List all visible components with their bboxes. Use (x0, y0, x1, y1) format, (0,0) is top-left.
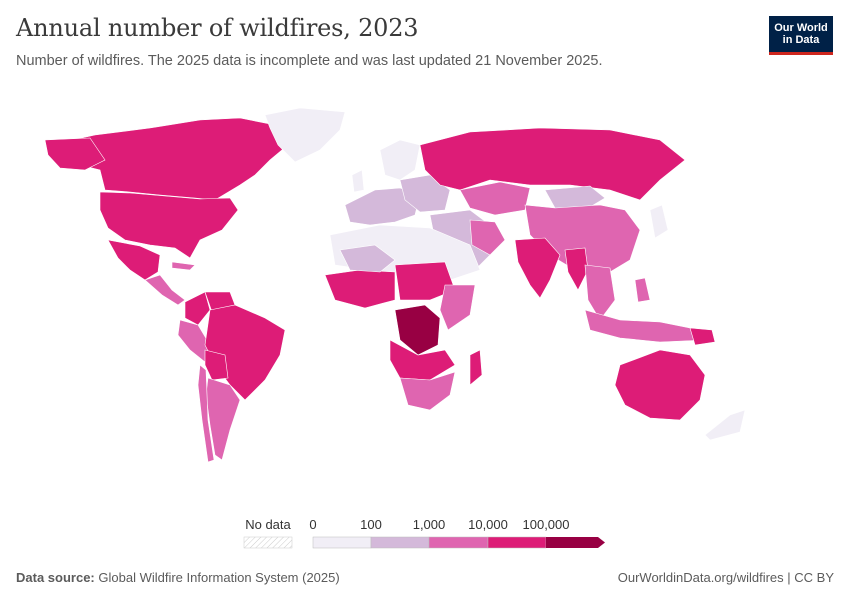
data-source: Data source: Global Wildfire Information… (16, 570, 340, 585)
source-url-link[interactable]: OurWorldinData.org/wildfires | CC BY (617, 570, 834, 585)
country-bolivia[interactable] (204, 349, 229, 381)
country-west-africa[interactable] (324, 269, 396, 309)
country-russia[interactable] (419, 127, 686, 201)
legend-tick-1: 100 (360, 517, 382, 532)
country-drc[interactable] (394, 304, 441, 356)
country-central-africa[interactable] (394, 261, 456, 301)
country-colombia[interactable] (184, 291, 211, 326)
country-angola-zambia[interactable] (389, 339, 456, 381)
legend-tick-4: 100,000 (523, 517, 570, 532)
logo-line-1: Our World (774, 22, 828, 34)
country-sahel[interactable] (339, 244, 396, 273)
chart-subtitle: Number of wildfires. The 2025 data is in… (16, 53, 603, 69)
data-source-text: Global Wildfire Information System (2025… (98, 570, 340, 585)
legend-bin-4 (546, 537, 605, 548)
owid-logo[interactable]: Our World in Data (769, 16, 833, 55)
country-myanmar[interactable] (564, 247, 589, 291)
country-mongolia[interactable] (544, 185, 606, 211)
legend-tick-2: 1,000 (413, 517, 446, 532)
legend-no-data-label: No data (245, 517, 291, 532)
legend-tick-0: 0 (309, 517, 316, 532)
legend-tick-3: 10,000 (468, 517, 508, 532)
country-papua-new-guinea[interactable] (689, 327, 716, 346)
legend-bin-1 (370, 536, 430, 549)
country-united-states[interactable] (99, 191, 239, 259)
map-legend: No data 0 100 1,000 10,000 100,000 (243, 517, 605, 549)
legend-no-data-swatch (243, 536, 293, 549)
legend-bin-0 (312, 536, 372, 549)
country-canada[interactable] (49, 117, 301, 201)
country-alaska[interactable] (44, 137, 106, 171)
data-source-label: Data source: (16, 570, 95, 585)
country-new-zealand[interactable] (704, 409, 746, 441)
legend-bin-3 (487, 536, 547, 549)
country-east-africa[interactable] (439, 284, 476, 331)
country-central-america[interactable] (144, 274, 186, 306)
country-mexico[interactable] (107, 239, 161, 281)
country-japan[interactable] (649, 204, 669, 239)
country-cuba[interactable] (171, 261, 196, 271)
country-uk[interactable] (351, 169, 365, 193)
country-australia[interactable] (614, 349, 706, 421)
legend-bin-2 (428, 536, 489, 549)
logo-line-2: in Data (782, 34, 820, 46)
country-chile[interactable] (197, 364, 215, 463)
country-iran[interactable] (469, 219, 506, 256)
country-greenland[interactable] (264, 107, 346, 163)
world-map[interactable] (0, 100, 850, 510)
country-southern-africa[interactable] (399, 371, 456, 411)
country-kazakhstan[interactable] (459, 181, 531, 216)
chart-title: Annual number of wildfires, 2023 (16, 14, 419, 42)
country-madagascar[interactable] (469, 349, 483, 386)
country-scandinavia[interactable] (379, 139, 421, 181)
country-india[interactable] (514, 237, 561, 299)
country-western-europe[interactable] (344, 187, 421, 226)
country-philippines[interactable] (634, 277, 651, 303)
country-southeast-asia[interactable] (584, 264, 616, 321)
